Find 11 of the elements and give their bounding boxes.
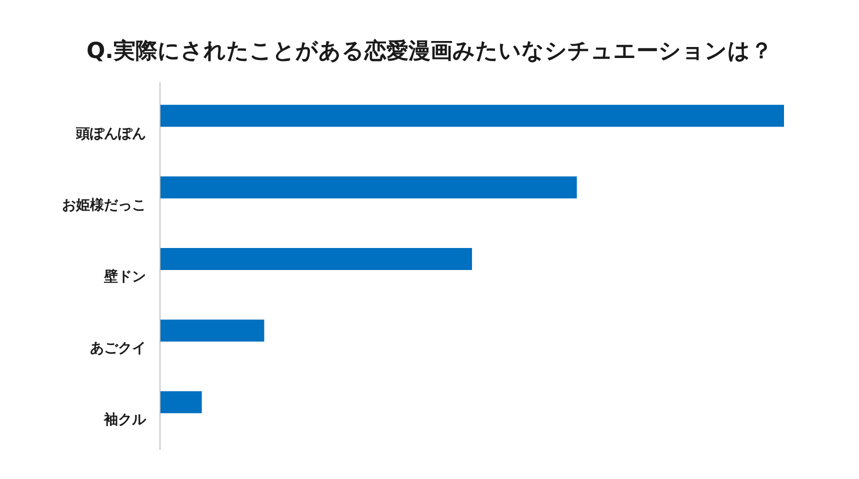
bar — [160, 104, 784, 127]
bar — [160, 248, 472, 270]
y-tick-label: あごクイ — [90, 340, 146, 357]
y-tick-label: お姫様だっこ — [62, 197, 146, 214]
y-tick-label: 袖クル — [103, 411, 147, 428]
bar — [160, 176, 577, 198]
bar — [160, 320, 264, 342]
y-tick-label: 頭ぽんぽん — [75, 126, 146, 142]
bar — [160, 391, 202, 414]
chart-title: Q.実際にされたことがある恋愛漫画みたいなシチュエーションは？ — [86, 38, 773, 64]
y-tick-label: 壁ドン — [103, 268, 146, 285]
